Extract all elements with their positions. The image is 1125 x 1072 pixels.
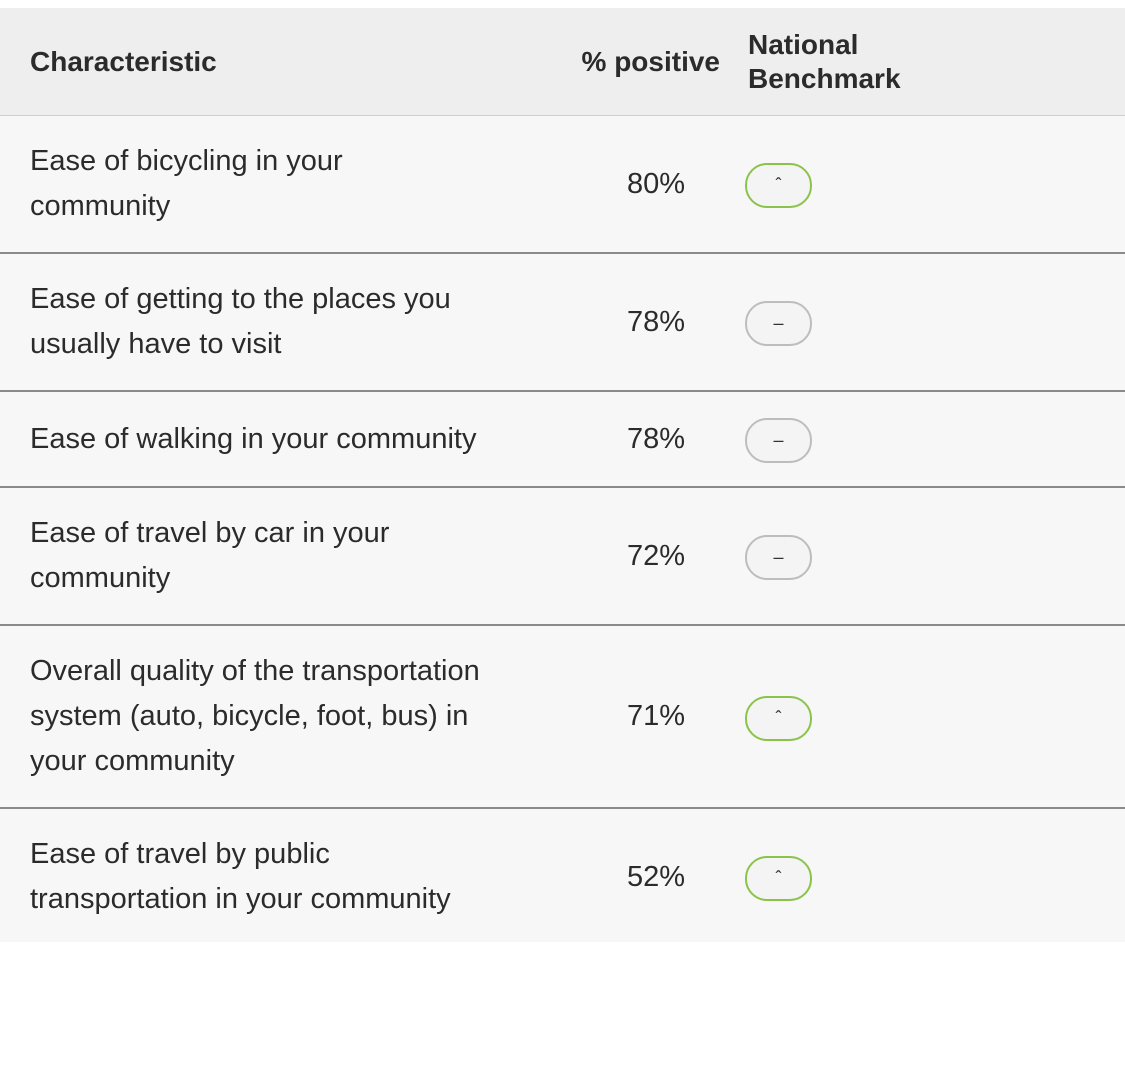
characteristic: Ease of walking in your community bbox=[30, 422, 477, 455]
header-benchmark: National Benchmark bbox=[748, 28, 901, 94]
percent-positive: 78% bbox=[626, 305, 685, 338]
benchmark-pill[interactable]: ˆ bbox=[745, 163, 812, 208]
benchmark-cell: ˆ bbox=[745, 160, 945, 208]
benchmark-pill[interactable]: ˆ bbox=[745, 856, 812, 901]
table-row: Ease of travel by public transportation … bbox=[0, 809, 1125, 942]
table-row: Ease of walking in your community 78% – bbox=[0, 392, 1125, 488]
table-row: Ease of getting to the places you usuall… bbox=[0, 254, 1125, 392]
benchmark-pill[interactable]: – bbox=[745, 301, 812, 346]
benchmark-pill[interactable]: – bbox=[745, 418, 812, 463]
header-characteristic: Characteristic bbox=[30, 45, 217, 77]
characteristic: Overall quality of the transportation sy… bbox=[30, 655, 480, 777]
benchmark-cell: ˆ bbox=[745, 693, 945, 741]
percent-positive: 78% bbox=[626, 422, 685, 455]
table-row: Ease of travel by car in your community 7… bbox=[0, 488, 1125, 626]
characteristic: Ease of travel by car in your community bbox=[30, 517, 390, 594]
benchmark-cell: – bbox=[745, 532, 945, 580]
percent-positive: 72% bbox=[626, 539, 685, 572]
benchmark-cell: – bbox=[745, 298, 945, 346]
benchmark-cell: – bbox=[745, 415, 945, 463]
benchmark-pill[interactable]: – bbox=[745, 535, 812, 580]
percent-positive: 71% bbox=[626, 700, 685, 732]
characteristic: Ease of travel by public transportation … bbox=[30, 838, 451, 915]
characteristic: Ease of getting to the places you usuall… bbox=[30, 283, 451, 360]
table-row: Ease of bicycling in your community 80% ˆ bbox=[0, 116, 1125, 254]
characteristic: Ease of bicycling in your community bbox=[30, 145, 343, 222]
results-table: Characteristic % positive National Bench… bbox=[0, 8, 1125, 942]
percent-positive: 80% bbox=[626, 167, 685, 200]
table-header: Characteristic % positive National Bench… bbox=[0, 8, 1125, 116]
table-row: Overall quality of the transportation sy… bbox=[0, 626, 1125, 809]
header-percent: % positive bbox=[581, 45, 720, 77]
benchmark-pill[interactable]: ˆ bbox=[745, 695, 812, 741]
benchmark-cell: ˆ bbox=[745, 853, 945, 901]
percent-positive: 52% bbox=[626, 860, 685, 893]
